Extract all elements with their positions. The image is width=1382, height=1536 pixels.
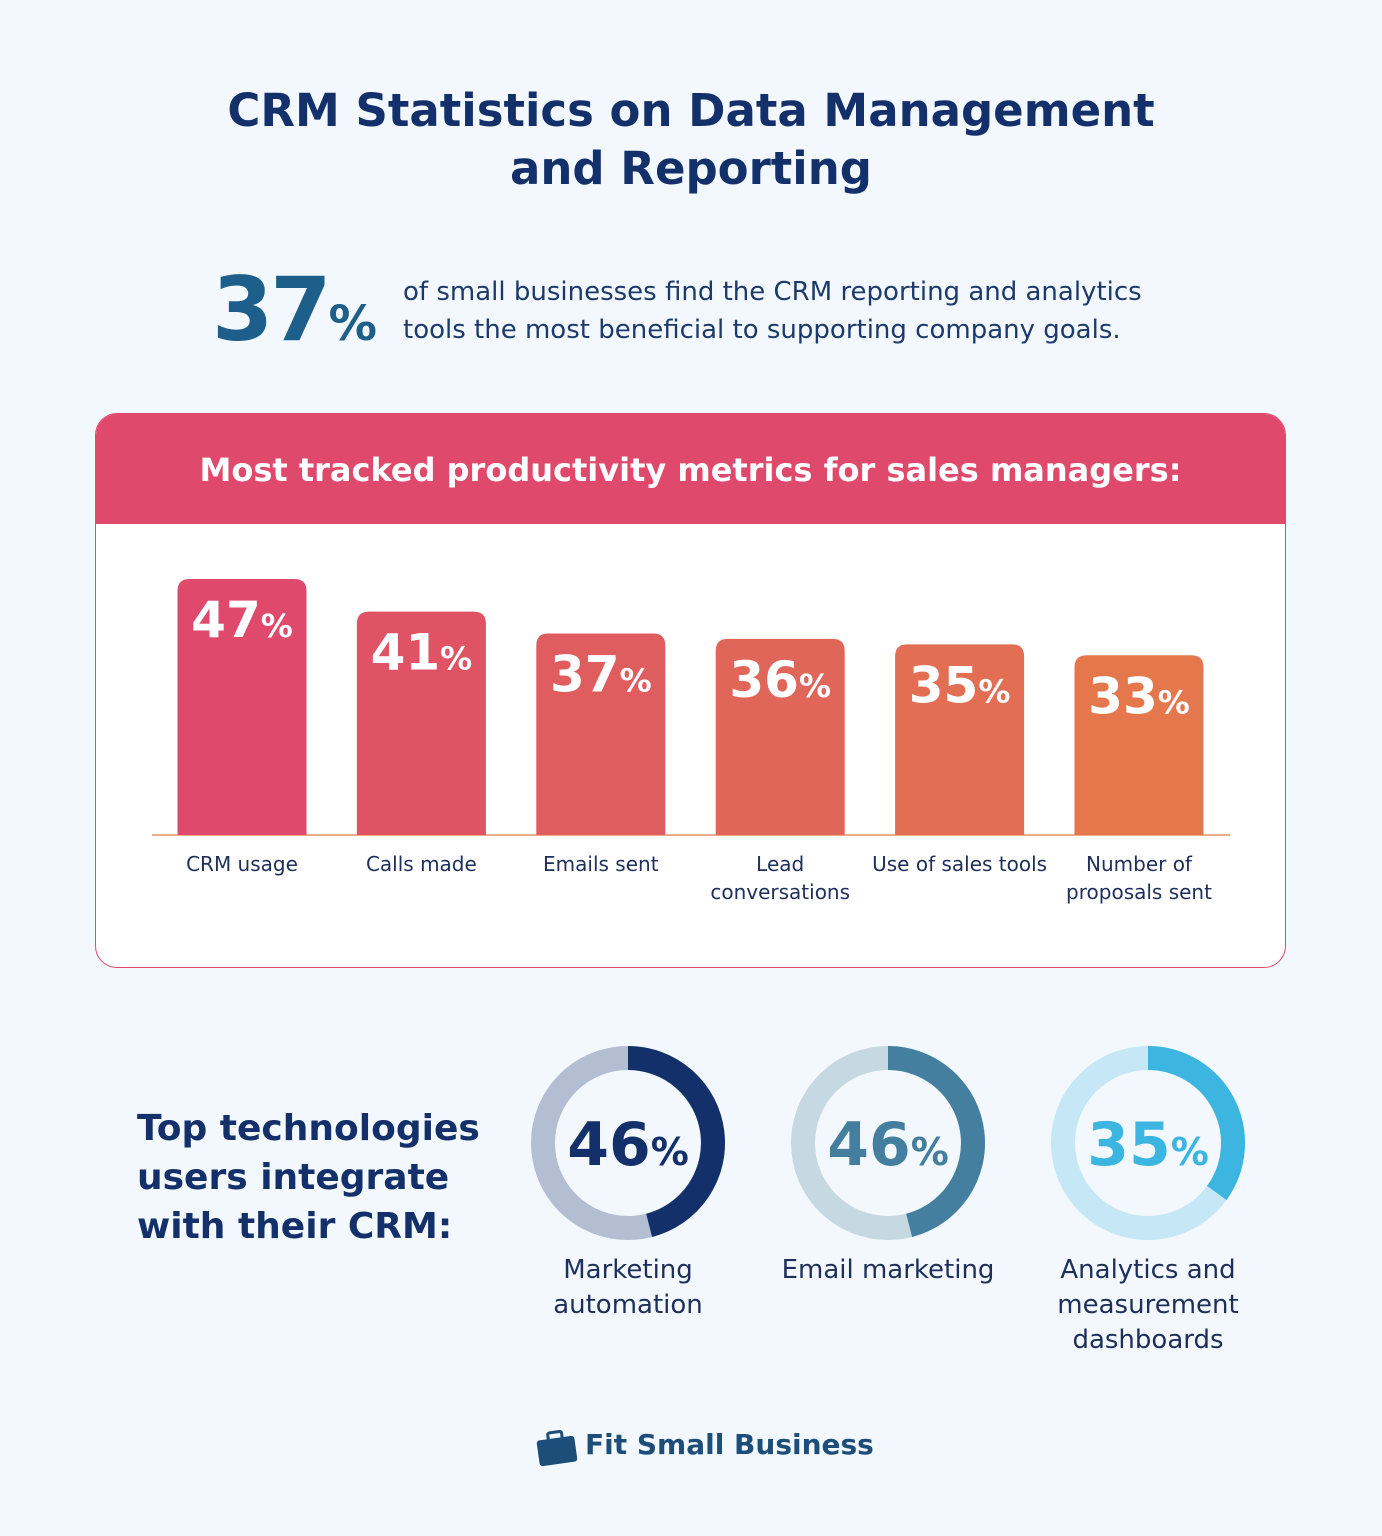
bar-category-label: Use of sales tools bbox=[872, 852, 1048, 876]
bar-value-label: 35% bbox=[909, 656, 1011, 714]
bar bbox=[536, 633, 666, 835]
brand-name: Fit Small Business bbox=[585, 1428, 874, 1461]
donut-arc bbox=[887, 1046, 985, 1237]
card-title: Most tracked productivity metrics for sa… bbox=[96, 414, 1285, 524]
bar-value-label: 36% bbox=[729, 651, 831, 709]
bar bbox=[1074, 655, 1204, 835]
donut-arc bbox=[627, 1046, 725, 1237]
bar bbox=[895, 644, 1025, 835]
donut-category-label: Marketing automation bbox=[553, 1255, 703, 1320]
highlight-text: of small businesses find the CRM reporti… bbox=[403, 277, 1142, 345]
bar-category-label: Lead conversations bbox=[710, 852, 851, 904]
bar-category-label: CRM usage bbox=[186, 852, 298, 876]
bar-category-label: Emails sent bbox=[543, 852, 659, 876]
bar-value-label: 47% bbox=[191, 591, 293, 649]
donut-arc bbox=[1147, 1046, 1245, 1201]
bar bbox=[356, 611, 486, 835]
donut-value-label: 46% bbox=[827, 1110, 949, 1180]
donut-value-label: 46% bbox=[567, 1110, 689, 1180]
tech-title: Top technologies users integrate with th… bbox=[137, 1108, 480, 1247]
highlight-value: 37% bbox=[212, 258, 377, 361]
donut-category-label: Analytics and measurement dashboards bbox=[1057, 1255, 1239, 1355]
bar-category-label: Calls made bbox=[365, 852, 477, 876]
brand-icon bbox=[536, 1429, 578, 1467]
bar bbox=[177, 579, 307, 835]
bar bbox=[715, 638, 845, 835]
bar-value-label: 41% bbox=[371, 624, 473, 682]
donut-category-label: Email marketing bbox=[781, 1255, 995, 1285]
bar-value-label: 33% bbox=[1088, 667, 1190, 725]
bar-category-label: Number of proposals sent bbox=[1066, 852, 1212, 904]
page-title: CRM Statistics on Data Management and Re… bbox=[227, 84, 1155, 195]
donut-value-label: 35% bbox=[1087, 1110, 1209, 1180]
bar-value-label: 37% bbox=[550, 645, 652, 703]
